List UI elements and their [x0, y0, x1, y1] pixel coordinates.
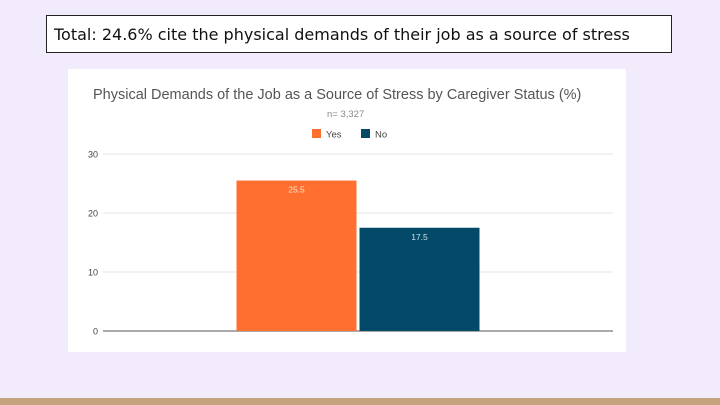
- y-tick-label: 20: [88, 209, 98, 219]
- caption-text: Total: 24.6% cite the physical demands o…: [54, 24, 630, 44]
- y-tick-label: 0: [93, 327, 98, 337]
- data-label-no: 17.5: [411, 232, 428, 242]
- chart-grid: 0 10 20 30: [88, 150, 613, 337]
- bar-chart: Physical Demands of the Job as a Source …: [88, 87, 613, 337]
- slide-caption: Total: 24.6% cite the physical demands o…: [46, 15, 672, 53]
- bar-no: [359, 227, 480, 331]
- y-tick-label: 10: [88, 268, 98, 278]
- legend-swatch-yes: [312, 129, 321, 138]
- chart-bars: 25.5 17.5: [236, 180, 480, 331]
- footer-bar: [0, 398, 720, 405]
- data-label-yes: 25.5: [288, 185, 305, 195]
- legend-swatch-no: [361, 129, 370, 138]
- chart-card: Physical Demands of the Job as a Source …: [68, 69, 626, 352]
- legend-label-no: No: [375, 130, 387, 141]
- chart-title: Physical Demands of the Job as a Source …: [93, 87, 581, 103]
- legend-label-yes: Yes: [326, 130, 342, 141]
- y-tick-label: 30: [88, 150, 98, 160]
- chart-subtitle: n= 3,327: [327, 109, 364, 120]
- chart-legend: Yes No: [312, 129, 387, 141]
- bar-yes: [236, 180, 357, 331]
